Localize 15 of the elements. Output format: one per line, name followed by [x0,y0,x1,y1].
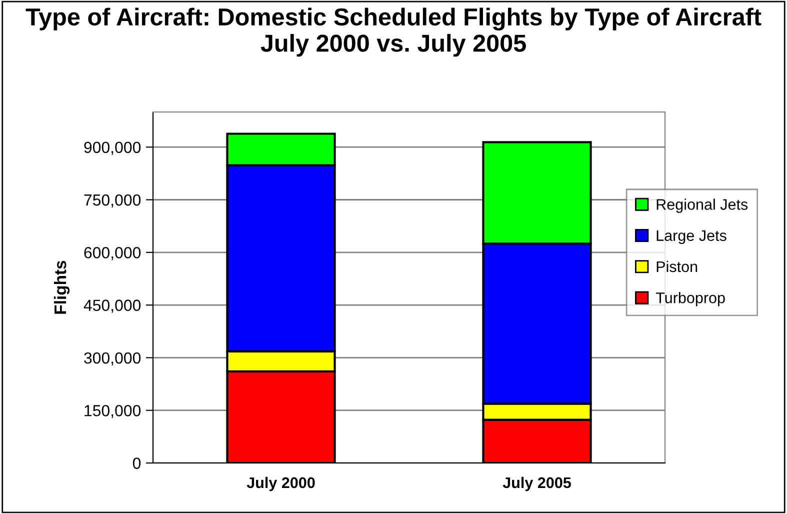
legend-label: Piston [656,260,698,272]
chart-title: Type of Aircraft: Domestic Scheduled Flights by Type of Aircraft July 2000 vs. July 2005 [26,8,762,57]
x-tick-label: July 2005 [502,476,571,492]
legend-label: Large Jets [656,230,726,244]
y-tick-label: 750,000 [84,194,141,208]
y-tick-label: 0 [132,458,141,469]
legend-label: Turboprop [656,292,725,306]
y-tick-label: 150,000 [84,404,141,418]
y-tick-label: 300,000 [84,352,141,366]
y-axis-title: Flights [54,260,70,314]
legend-label: Regional Jets [656,198,748,213]
y-tick-label: 600,000 [84,247,141,260]
y-tick-label: 900,000 [84,142,141,155]
x-tick-label: July 2000 [246,476,315,492]
y-tick-label: 450,000 [84,300,141,313]
